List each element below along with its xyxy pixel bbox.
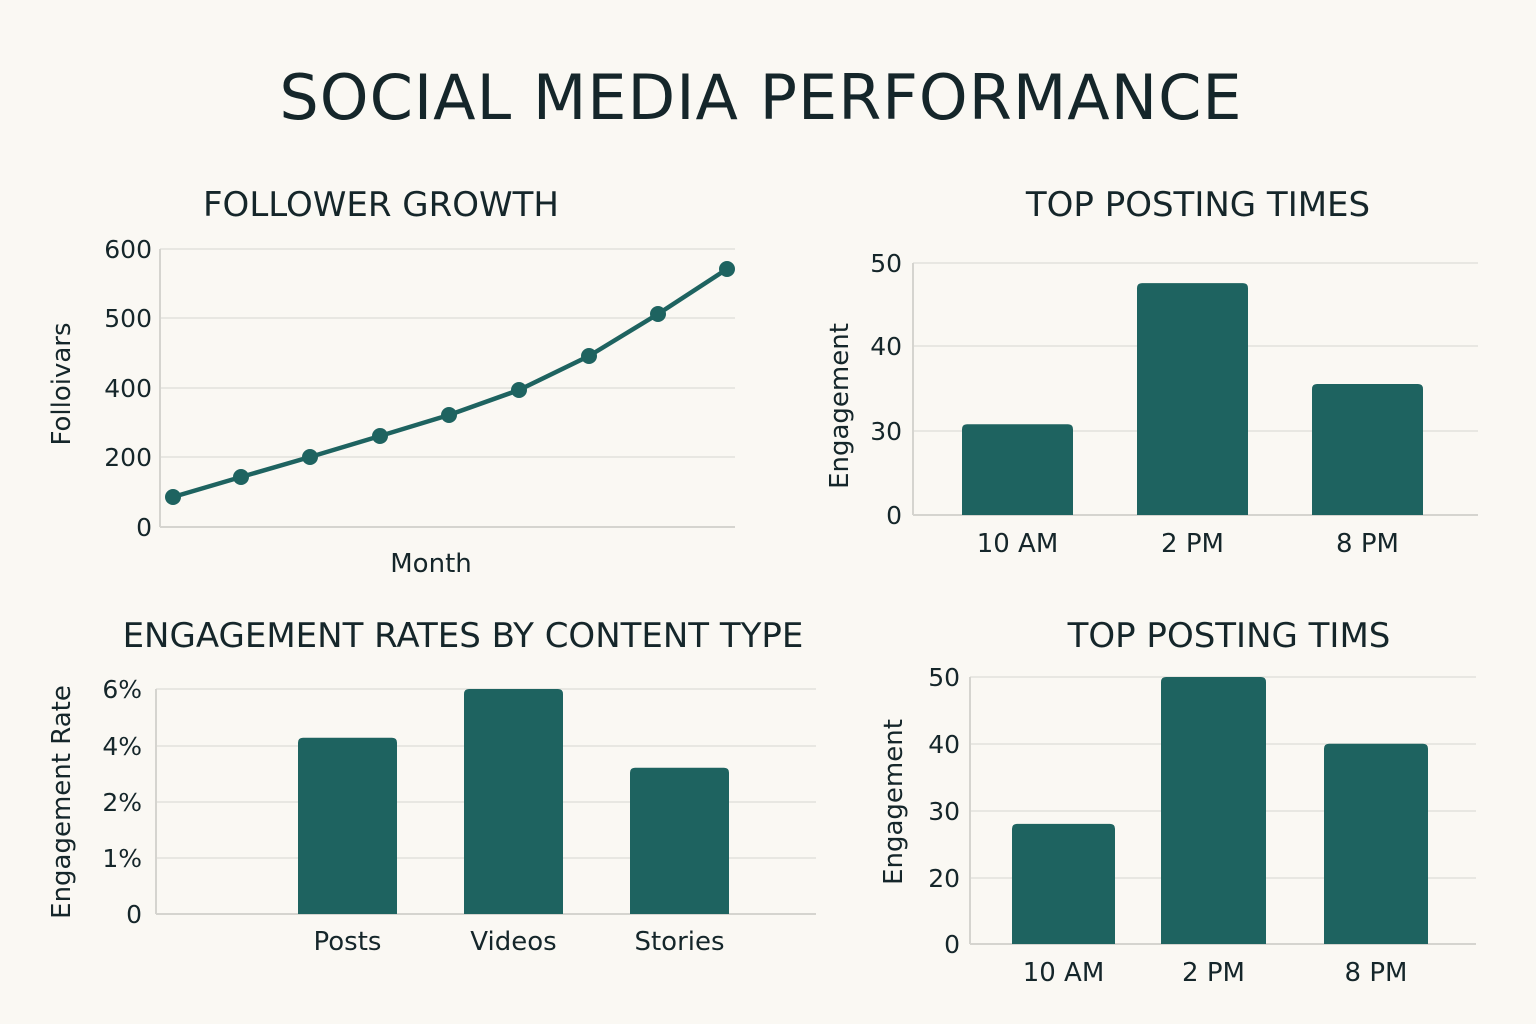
engagement-rates-category-label: Stories <box>634 927 724 957</box>
top-posting-tims-y-tick-label: 40 <box>928 730 960 759</box>
follower-growth-data-point <box>302 449 318 465</box>
top-posting-times-bar-8-pm <box>1312 383 1423 515</box>
engagement-rates-category-label: Posts <box>314 927 382 957</box>
engagement-rates-y-tick-label: 1% <box>102 844 142 873</box>
follower-growth-y-tick-label: 0 <box>136 513 152 542</box>
top-posting-tims-y-tick-label: 0 <box>944 930 960 959</box>
follower-growth-series-line <box>172 267 729 500</box>
top-posting-tims-y-tick-label: 20 <box>928 864 960 893</box>
follower-growth-data-point <box>165 489 181 505</box>
follower-growth-data-point <box>441 407 457 423</box>
top-posting-times-y-axis-title: Engagement <box>825 323 855 489</box>
engagement-rates-bar-stories <box>630 767 729 914</box>
follower-growth-data-point <box>372 428 388 444</box>
top-posting-tims-title: TOP POSTING TIMS <box>1067 616 1391 656</box>
follower-growth-y-axis-title: Folloivars <box>47 322 77 445</box>
engagement-rates-bar-videos <box>464 689 563 914</box>
top-posting-tims-y-tick-label: 50 <box>928 663 960 692</box>
follower-growth-data-point <box>719 261 735 277</box>
engagement-rates-y-tick-label: 0 <box>126 900 142 929</box>
top-posting-times-bar-2-pm <box>1137 283 1248 515</box>
engagement-rates-y-tick-label: 6% <box>102 675 142 704</box>
engagement-rates-y-tick-label: 2% <box>102 788 142 817</box>
engagement-rates-category-label: Videos <box>470 927 556 957</box>
follower-growth-x-axis-title: Month <box>390 549 472 579</box>
top-posting-times-y-tick-label: 50 <box>870 249 902 278</box>
top-posting-tims-y-tick-label: 30 <box>928 797 960 826</box>
follower-growth-title: FOLLOWER GROWTH <box>203 185 559 225</box>
engagement-rates-y-tick-label: 4% <box>102 732 142 761</box>
top-posting-times-title: TOP POSTING TIMES <box>1025 185 1371 225</box>
engagement-rates-y-axis-title: Engagement Rate <box>47 685 77 919</box>
top-posting-times-y-tick-label: 30 <box>870 417 902 446</box>
top-posting-tims-category-label: 10 AM <box>1023 958 1105 988</box>
top-posting-tims-category-label: 8 PM <box>1345 958 1408 988</box>
top-posting-tims-bar-8-pm <box>1324 743 1428 944</box>
top-posting-times-bar-10-am <box>962 424 1073 515</box>
top-posting-tims-bar-2-pm <box>1161 677 1266 944</box>
follower-growth-data-point <box>650 306 666 322</box>
follower-growth-y-tick-label: 500 <box>104 304 152 333</box>
top-posting-times-category-label: 2 PM <box>1161 529 1224 559</box>
top-posting-tims-bar-10-am <box>1012 823 1115 944</box>
engagement-rates-bar-posts <box>298 737 397 914</box>
page-title: SOCIAL MEDIA PERFORMANCE <box>279 61 1243 134</box>
top-posting-times-y-tick-label: 0 <box>886 501 902 530</box>
top-posting-tims-y-axis-title: Engagement <box>879 719 909 885</box>
follower-growth-data-point <box>233 469 249 485</box>
follower-growth-y-tick-label: 200 <box>104 443 152 472</box>
top-posting-times-category-label: 8 PM <box>1336 529 1399 559</box>
follower-growth-y-tick-label: 400 <box>104 374 152 403</box>
engagement-rates-title: ENGAGEMENT RATES BY CONTENT TYPE <box>122 616 804 656</box>
follower-growth-y-tick-label: 600 <box>104 235 152 264</box>
follower-growth-data-point <box>581 348 597 364</box>
top-posting-times-y-tick-label: 40 <box>870 332 902 361</box>
top-posting-tims-category-label: 2 PM <box>1182 958 1245 988</box>
follower-growth-data-point <box>511 382 527 398</box>
top-posting-times-category-label: 10 AM <box>977 529 1059 559</box>
